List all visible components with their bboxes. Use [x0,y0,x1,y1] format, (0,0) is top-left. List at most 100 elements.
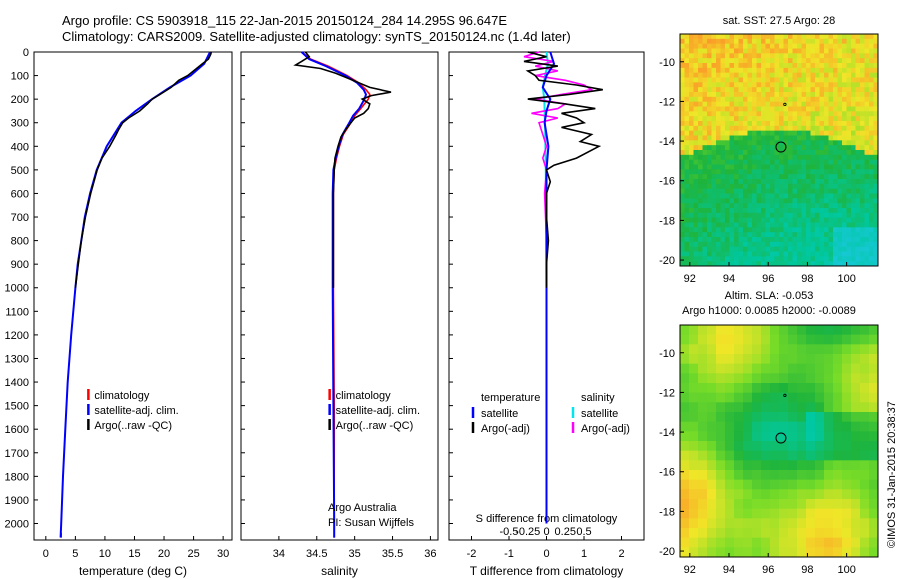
map-cell [824,116,829,122]
map-cell [824,101,829,107]
map-cell [819,232,825,238]
map-cell [680,450,690,461]
map-cell [734,232,739,238]
map-cell [689,183,694,190]
map-cell [734,431,744,442]
map-cell [783,188,789,194]
map-cell [707,227,712,233]
map-cell [725,198,730,204]
map-cell [801,208,807,214]
map-cell [698,334,708,345]
map-cell [783,179,789,185]
map-cell [842,43,847,49]
map-cell [707,125,712,132]
map-cell [788,150,793,156]
map-cell [684,87,690,93]
map-cell [797,164,802,170]
map-cell [689,222,694,228]
map-cell [788,227,793,233]
map-cell [698,159,703,165]
map-cell [761,261,766,267]
map-cell [792,140,798,146]
map-cell [770,53,775,59]
map-cell [689,111,694,117]
map-cell [855,92,861,98]
map-cell [770,77,775,83]
map-cell [765,251,771,257]
map-cell [770,528,780,539]
map-cell [779,48,784,54]
map-cell [720,77,726,83]
map-cell [770,140,775,146]
map-cell [747,154,753,161]
map-cell [725,212,730,219]
map-cell [846,174,852,180]
map-cell [788,82,793,88]
map-cell [774,222,780,228]
map-cell [689,547,699,558]
map-cell [797,431,807,442]
map-cell [860,431,870,442]
map-cell [779,232,784,238]
map-cell [788,383,798,394]
map-cell [716,251,721,257]
map-cell [815,227,820,233]
map-cell [810,82,816,88]
map-cell [774,193,780,199]
map-cell [765,208,771,214]
map-cell [774,92,780,98]
map-cell [842,261,847,267]
map-cell [797,392,807,403]
map-cell [716,58,721,64]
map-cell [801,241,807,248]
map-cell [720,140,726,146]
map-cell [873,82,879,88]
map-cell [761,67,766,74]
map-cell [833,227,838,233]
map-cell [828,222,834,228]
map-cell [801,145,807,151]
map-cell [815,130,820,136]
map-cell [725,363,735,374]
map-cell [716,43,721,49]
map-cell [837,145,843,151]
map-cell [689,261,694,267]
map-cell [770,174,775,180]
map-cell [747,159,753,165]
map-cell [873,116,879,122]
map-cell [873,232,879,238]
map-cell [801,222,807,228]
map-cell [779,256,784,262]
map-cell [752,421,762,432]
map-cell [734,111,739,117]
map-cell [707,208,712,214]
map-cell [680,106,685,112]
map-cell [810,43,816,49]
map-cell [711,208,717,214]
map-cell [819,159,825,165]
map-cell [725,111,730,117]
map-cell [725,241,730,248]
map-cell [752,48,757,54]
map-cell [806,101,811,107]
map-cell [819,208,825,214]
map-cell [680,179,685,185]
map-cell [869,460,879,471]
map-cell [828,164,834,170]
map-cell [765,67,771,74]
map-cell [720,222,726,228]
map-cell [743,38,748,45]
map-cell [765,237,771,243]
map-cell [738,116,744,122]
map-cell [720,72,726,78]
map-cell [824,241,829,248]
map-cell [743,53,748,59]
map-cell [815,183,820,190]
map-cell [684,43,690,49]
map-cell [873,169,879,175]
map-cell [837,232,843,238]
map-cell [684,106,690,112]
map-cell [779,63,784,69]
map-cell [869,261,874,267]
map-cell [837,174,843,180]
